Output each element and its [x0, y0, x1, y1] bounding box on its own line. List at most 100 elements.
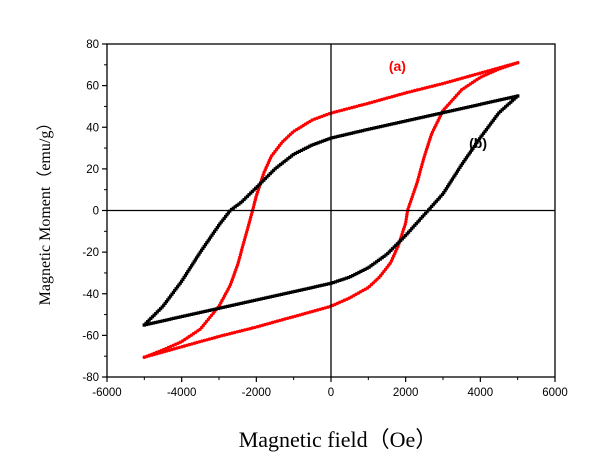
series-b-point	[254, 186, 258, 190]
series-b-point	[450, 109, 455, 113]
series-b-point	[197, 252, 201, 256]
series-b-point	[205, 309, 209, 313]
series-b-point	[211, 231, 215, 235]
series-b-point	[235, 302, 239, 306]
series-b-point	[473, 104, 477, 108]
series-b-point	[164, 300, 169, 304]
series-b-point	[306, 145, 310, 149]
series-b-point	[509, 95, 513, 100]
series-b-point	[243, 300, 248, 304]
series-b-point	[422, 213, 426, 217]
series-b-point	[187, 313, 191, 317]
series-b-point	[149, 321, 153, 326]
series-b-point	[322, 283, 326, 287]
series-b-point	[500, 108, 504, 112]
series-b-point	[477, 103, 482, 107]
series-b-point	[479, 135, 483, 139]
series-b-point	[183, 314, 187, 318]
series-b-point	[260, 180, 264, 184]
series-a-point	[404, 220, 408, 224]
x-axis-title: Magnetic field（Oe）	[239, 427, 438, 452]
series-b-point	[470, 148, 474, 152]
series-b-point	[448, 109, 452, 113]
series-a-point	[207, 337, 212, 341]
series-a-point	[516, 61, 520, 65]
series-b-point	[395, 242, 399, 246]
series-b-point	[353, 272, 357, 277]
series-a-point	[246, 225, 250, 229]
series-b-point	[152, 313, 156, 317]
series-b-point	[160, 319, 164, 323]
series-b-point	[237, 302, 241, 306]
series-a-point	[404, 215, 409, 219]
series-b-point	[165, 318, 169, 322]
series-b-point	[413, 223, 417, 227]
series-b-point	[462, 160, 466, 164]
series-b-point	[183, 273, 187, 278]
series-b-point	[203, 309, 207, 313]
series-b-point	[181, 277, 185, 281]
series-b-point	[474, 142, 478, 147]
series-b-point	[147, 322, 151, 326]
series-b-point	[255, 185, 259, 189]
series-a-point	[233, 330, 237, 335]
series-b-point	[421, 115, 425, 119]
series-b-point	[205, 241, 209, 245]
series-b-point	[358, 129, 362, 133]
series-b-point	[424, 211, 428, 215]
series-b-point	[336, 134, 340, 138]
series-b-point	[385, 123, 389, 127]
series-b-point	[219, 306, 223, 310]
series-b-point	[482, 131, 486, 135]
series-b-point	[154, 312, 158, 316]
series-b-point	[241, 301, 245, 305]
series-b-point	[264, 296, 268, 300]
series-b-point	[289, 154, 294, 158]
series-b-point	[226, 211, 230, 215]
series-b-point	[452, 175, 456, 179]
series-b-point	[297, 149, 301, 153]
series-b-point	[232, 303, 236, 307]
series-a-markers	[142, 61, 520, 359]
series-b-point	[308, 144, 312, 148]
series-b-point	[177, 283, 181, 287]
series-b-point	[201, 246, 205, 250]
series-b-point	[186, 270, 190, 274]
series-b-point	[146, 320, 150, 324]
series-b-point	[446, 185, 450, 189]
series-b-point	[498, 98, 502, 102]
series-b-point	[347, 132, 351, 136]
series-b-point	[200, 248, 204, 252]
series-b-point	[240, 199, 244, 203]
series-b-point	[221, 218, 225, 222]
series-b-point	[484, 128, 488, 132]
series-b-point	[239, 201, 243, 205]
series-b-point	[454, 171, 458, 175]
series-b-point	[155, 310, 159, 314]
series-b-point	[210, 308, 214, 312]
series-b-point	[223, 305, 227, 309]
y-axis-title: Magnetic Moment（emu/g）	[36, 115, 54, 306]
x-axis-ticks: -6000 -4000 -2000 0 2000 4000 6000	[92, 377, 568, 399]
series-b-point	[214, 227, 218, 232]
series-b-point	[439, 194, 443, 198]
series-b-point	[170, 292, 174, 296]
x-tick-label: -2000	[242, 387, 271, 399]
series-b-point	[151, 321, 155, 325]
series-b-point	[156, 320, 160, 324]
series-b-point	[507, 96, 511, 100]
series-b-point	[376, 125, 380, 129]
series-b-point	[246, 300, 250, 304]
series-b-point	[237, 202, 241, 206]
y-tick-label: -20	[82, 247, 99, 259]
series-b-point	[498, 109, 503, 113]
series-b-point	[370, 127, 374, 131]
series-b-point	[340, 133, 344, 137]
series-b-point	[249, 191, 253, 195]
series-b-point	[460, 161, 465, 166]
series-b-point	[405, 119, 410, 123]
series-b-point	[397, 121, 401, 125]
series-b-point	[434, 199, 438, 203]
series-b-point	[363, 128, 367, 132]
series-a-point	[243, 328, 247, 332]
